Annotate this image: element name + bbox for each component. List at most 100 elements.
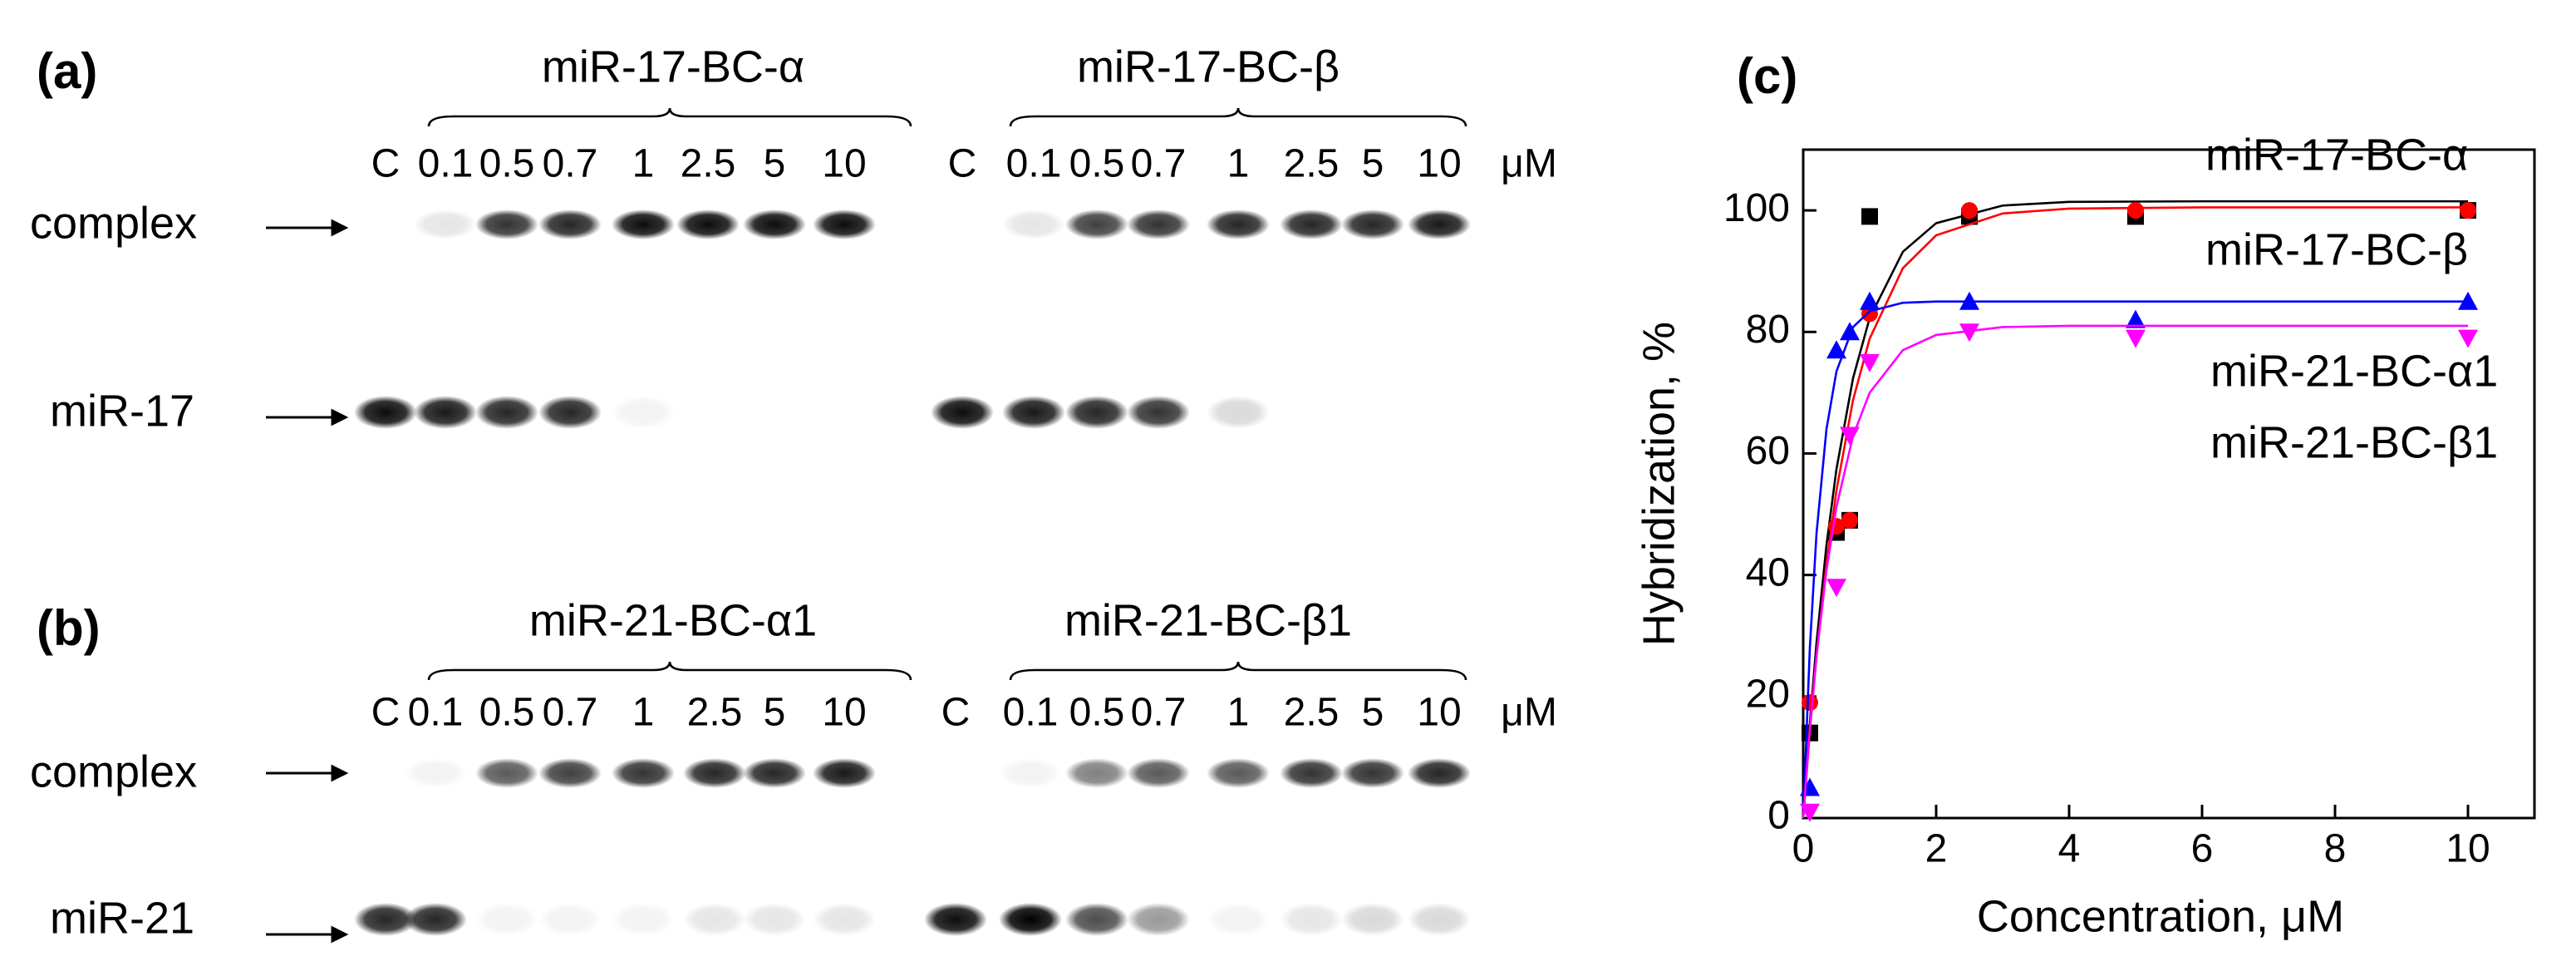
gel-band: [999, 758, 1062, 788]
gel-band: [1207, 903, 1270, 936]
gel-band: [538, 758, 602, 788]
gel-band: [1207, 396, 1270, 429]
gel-band: [1065, 758, 1128, 788]
gel-band: [414, 209, 477, 239]
gel-band: [475, 903, 538, 936]
legend-label: miR-21-BC-α1: [2210, 346, 2498, 396]
gel-band: [404, 903, 467, 936]
y-tick-label: 100: [1723, 186, 1790, 230]
gel-band: [612, 209, 675, 239]
point: [1961, 202, 1978, 219]
gel-band: [676, 209, 740, 239]
gel-band: [743, 758, 806, 788]
point: [2127, 202, 2144, 219]
lane-label: 0.5: [1069, 142, 1125, 186]
gel-band: [414, 396, 477, 429]
y-tick-label: 20: [1746, 672, 1790, 716]
panel-label: (a): [37, 43, 97, 99]
point: [1959, 323, 1979, 343]
gel-band: [813, 209, 876, 239]
gel-band: [1207, 758, 1270, 788]
lane-label: 0.7: [543, 691, 598, 735]
group-title: miR-17-BC-β: [1077, 42, 1340, 91]
point: [1802, 694, 1818, 712]
gel-band: [931, 396, 994, 429]
gel-band: [404, 758, 467, 788]
fit-curve: [1802, 324, 2468, 819]
point: [2458, 291, 2478, 310]
gel-band: [612, 396, 675, 429]
point: [2458, 329, 2478, 348]
lane-label: 1: [632, 691, 655, 735]
gel-band: [743, 209, 806, 239]
group-title: miR-21-BC-α1: [529, 595, 817, 645]
gel-band: [1207, 209, 1270, 239]
gel-band: [813, 758, 876, 788]
lane-label: 1: [1227, 142, 1250, 186]
point: [2126, 329, 2146, 348]
gel-band: [1280, 209, 1343, 239]
lane-label: 0.1: [408, 691, 464, 735]
group-title: miR-17-BC-α: [542, 42, 804, 91]
gel-band: [924, 903, 987, 936]
gel-band: [1341, 903, 1404, 936]
lane-label: 10: [1417, 691, 1461, 735]
lane-label: 0.5: [479, 691, 535, 735]
point: [1861, 208, 1878, 225]
brace: [1009, 107, 1467, 127]
x-tick-label: 4: [2058, 827, 2081, 871]
fit-curve: [1802, 300, 2468, 819]
gel-band: [1280, 758, 1343, 788]
point: [1826, 579, 1846, 598]
point: [1800, 803, 1820, 822]
marker-label: miR-21: [50, 893, 194, 943]
x-tick-label: 0: [1792, 827, 1815, 871]
gel-band: [1127, 396, 1190, 429]
lane-label: 1: [632, 142, 655, 186]
arrows: [266, 219, 349, 944]
lane-label: 5: [764, 142, 786, 186]
y-tick-label: 80: [1746, 308, 1790, 352]
lane-label: 5: [1362, 142, 1384, 186]
marker-label: miR-17: [50, 386, 194, 436]
x-tick-label: 2: [1925, 827, 1948, 871]
marker-label: complex: [30, 198, 197, 248]
point: [1860, 291, 1880, 310]
gel-band: [1341, 758, 1404, 788]
point: [2460, 202, 2476, 219]
lane-label: 0.5: [1069, 691, 1125, 735]
gel-band: [1065, 209, 1128, 239]
gel-band: [1127, 209, 1190, 239]
lane-label: 0.1: [1003, 691, 1059, 735]
lane-label: 10: [822, 691, 866, 735]
gel-band: [538, 903, 602, 936]
gel-band: [1127, 758, 1190, 788]
lane-label: 2.5: [1284, 691, 1340, 735]
gel-band: [1280, 903, 1343, 936]
gel-band: [1408, 758, 1471, 788]
lane-label: 2.5: [1284, 142, 1340, 186]
lane-label: C: [948, 142, 977, 186]
unit-label: μM: [1501, 142, 1557, 186]
brace: [427, 107, 912, 127]
lane-label: 5: [1362, 691, 1384, 735]
point: [1860, 353, 1880, 372]
gel-band: [354, 396, 417, 429]
point: [1840, 322, 1860, 341]
point: [1959, 291, 1979, 310]
lane-label: 10: [1417, 142, 1461, 186]
gel-band: [538, 209, 602, 239]
y-tick-label: 0: [1767, 794, 1790, 838]
y-tick-label: 40: [1746, 550, 1790, 594]
lane-label: C: [371, 142, 401, 186]
gel-band: [743, 903, 806, 936]
gel-band: [813, 903, 876, 936]
y-tick-label: 60: [1746, 429, 1790, 473]
lane-label: 0.7: [1131, 691, 1187, 735]
x-tick-label: 6: [2191, 827, 2214, 871]
gel-band: [1408, 209, 1471, 239]
gel-band: [1065, 396, 1128, 429]
x-tick-label: 10: [2446, 827, 2490, 871]
